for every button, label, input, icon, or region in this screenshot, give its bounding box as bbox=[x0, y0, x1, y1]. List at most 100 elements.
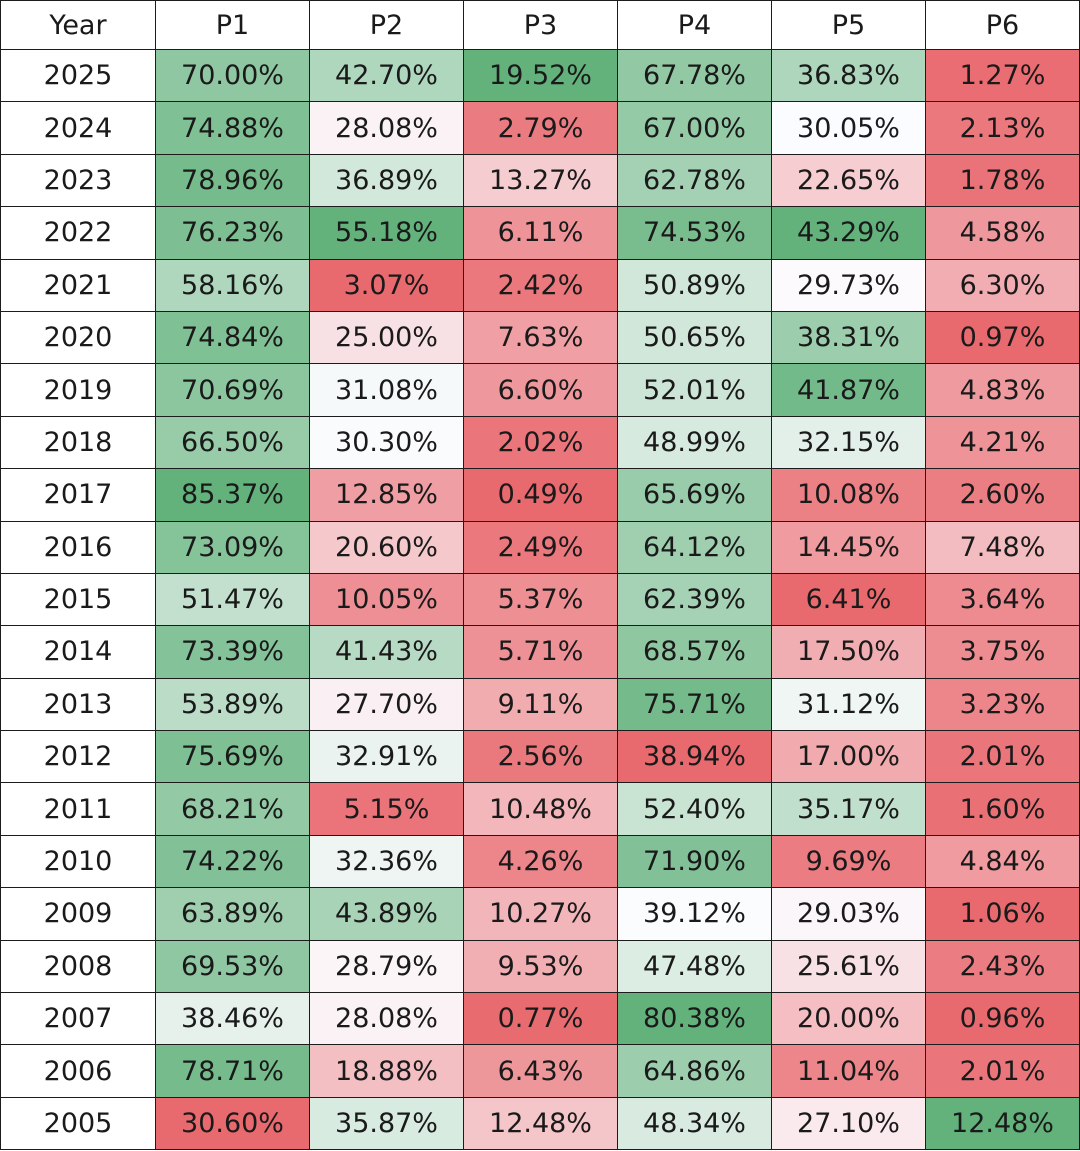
value-cell-p4: 48.34% bbox=[617, 1096, 772, 1151]
table-row: 2012 75.69% 32.91% 2.56% 38.94% 17.00% 2.01% bbox=[0, 730, 1080, 784]
value-cell-p2: 18.88% bbox=[309, 1044, 464, 1098]
value-cell-p2: 12.85% bbox=[309, 468, 464, 522]
year-cell: 2012 bbox=[0, 730, 156, 784]
table-row: 2016 73.09% 20.60% 2.49% 64.12% 14.45% 7.48% bbox=[0, 520, 1080, 574]
year-cell: 2006 bbox=[0, 1044, 156, 1098]
value-cell-p4: 80.38% bbox=[617, 992, 772, 1046]
value-cell-p4: 68.57% bbox=[617, 625, 772, 679]
value-cell-p3: 2.56% bbox=[463, 730, 618, 784]
value-cell-p2: 28.08% bbox=[309, 101, 464, 155]
year-cell: 2016 bbox=[0, 520, 156, 574]
value-cell-p5: 25.61% bbox=[771, 939, 926, 994]
value-cell-p1: 63.89% bbox=[155, 887, 310, 941]
value-cell-p2: 27.70% bbox=[309, 677, 464, 732]
value-cell-p1: 74.88% bbox=[155, 101, 310, 155]
table-row: 2006 78.71% 18.88% 6.43% 64.86% 11.04% 2.01% bbox=[0, 1044, 1080, 1098]
column-header-p4: P4 bbox=[617, 0, 772, 50]
value-cell-p5: 11.04% bbox=[771, 1044, 926, 1098]
value-cell-p1: 38.46% bbox=[155, 992, 310, 1046]
value-cell-p3: 10.27% bbox=[463, 887, 618, 941]
value-cell-p3: 0.77% bbox=[463, 992, 618, 1046]
table-row: 2024 74.88% 28.08% 2.79% 67.00% 30.05% 2.13% bbox=[0, 101, 1080, 155]
value-cell-p5: 31.12% bbox=[771, 677, 926, 732]
value-cell-p6: 2.13% bbox=[925, 101, 1080, 155]
value-cell-p6: 6.30% bbox=[925, 258, 1080, 312]
value-cell-p3: 6.60% bbox=[463, 363, 618, 417]
year-cell: 2009 bbox=[0, 887, 156, 941]
value-cell-p6: 0.96% bbox=[925, 992, 1080, 1046]
year-cell: 2011 bbox=[0, 782, 156, 836]
value-cell-p3: 10.48% bbox=[463, 782, 618, 836]
value-cell-p2: 25.00% bbox=[309, 310, 464, 365]
value-cell-p1: 78.71% bbox=[155, 1044, 310, 1098]
table-row: 2014 73.39% 41.43% 5.71% 68.57% 17.50% 3.75% bbox=[0, 625, 1080, 679]
table-row: 2007 38.46% 28.08% 0.77% 80.38% 20.00% 0.96% bbox=[0, 992, 1080, 1046]
value-cell-p4: 74.53% bbox=[617, 206, 772, 260]
table-row: 2018 66.50% 30.30% 2.02% 48.99% 32.15% 4.21% bbox=[0, 415, 1080, 470]
year-cell: 2024 bbox=[0, 101, 156, 155]
value-cell-p3: 19.52% bbox=[463, 48, 618, 103]
value-cell-p5: 9.69% bbox=[771, 834, 926, 889]
value-cell-p6: 3.64% bbox=[925, 572, 1080, 627]
year-cell: 2021 bbox=[0, 258, 156, 312]
value-cell-p1: 73.39% bbox=[155, 625, 310, 679]
value-cell-p4: 64.86% bbox=[617, 1044, 772, 1098]
value-cell-p5: 22.65% bbox=[771, 153, 926, 208]
table-row: 2017 85.37% 12.85% 0.49% 65.69% 10.08% 2.60% bbox=[0, 468, 1080, 522]
value-cell-p5: 41.87% bbox=[771, 363, 926, 417]
year-cell: 2005 bbox=[0, 1096, 156, 1151]
value-cell-p5: 14.45% bbox=[771, 520, 926, 574]
table-row: 2021 58.16% 3.07% 2.42% 50.89% 29.73% 6.30% bbox=[0, 258, 1080, 312]
value-cell-p4: 52.01% bbox=[617, 363, 772, 417]
year-cell: 2013 bbox=[0, 677, 156, 732]
value-cell-p1: 74.84% bbox=[155, 310, 310, 365]
value-cell-p2: 35.87% bbox=[309, 1096, 464, 1151]
value-cell-p6: 0.97% bbox=[925, 310, 1080, 365]
value-cell-p6: 2.43% bbox=[925, 939, 1080, 994]
table-body: 2025 70.00% 42.70% 19.52% 67.78% 36.83% 1.27% 2… bbox=[0, 48, 1080, 1151]
value-cell-p1: 68.21% bbox=[155, 782, 310, 836]
value-cell-p5: 35.17% bbox=[771, 782, 926, 836]
year-cell: 2022 bbox=[0, 206, 156, 260]
column-header-year: Year bbox=[0, 0, 156, 50]
value-cell-p5: 6.41% bbox=[771, 572, 926, 627]
value-cell-p3: 6.11% bbox=[463, 206, 618, 260]
value-cell-p6: 4.58% bbox=[925, 206, 1080, 260]
value-cell-p3: 5.71% bbox=[463, 625, 618, 679]
table-row: 2023 78.96% 36.89% 13.27% 62.78% 22.65% 1.78% bbox=[0, 153, 1080, 208]
value-cell-p5: 17.00% bbox=[771, 730, 926, 784]
value-cell-p3: 2.02% bbox=[463, 415, 618, 470]
value-cell-p6: 1.06% bbox=[925, 887, 1080, 941]
value-cell-p4: 64.12% bbox=[617, 520, 772, 574]
value-cell-p5: 17.50% bbox=[771, 625, 926, 679]
value-cell-p3: 6.43% bbox=[463, 1044, 618, 1098]
value-cell-p2: 31.08% bbox=[309, 363, 464, 417]
value-cell-p1: 70.00% bbox=[155, 48, 310, 103]
value-cell-p3: 13.27% bbox=[463, 153, 618, 208]
table-row: 2013 53.89% 27.70% 9.11% 75.71% 31.12% 3.23% bbox=[0, 677, 1080, 732]
value-cell-p2: 28.79% bbox=[309, 939, 464, 994]
table-row: 2020 74.84% 25.00% 7.63% 50.65% 38.31% 0.97% bbox=[0, 310, 1080, 365]
value-cell-p4: 71.90% bbox=[617, 834, 772, 889]
value-cell-p1: 58.16% bbox=[155, 258, 310, 312]
value-cell-p1: 51.47% bbox=[155, 572, 310, 627]
value-cell-p2: 10.05% bbox=[309, 572, 464, 627]
value-cell-p4: 47.48% bbox=[617, 939, 772, 994]
value-cell-p6: 2.01% bbox=[925, 1044, 1080, 1098]
table-row: 2025 70.00% 42.70% 19.52% 67.78% 36.83% 1.27% bbox=[0, 48, 1080, 103]
value-cell-p1: 73.09% bbox=[155, 520, 310, 574]
value-cell-p6: 7.48% bbox=[925, 520, 1080, 574]
value-cell-p5: 29.73% bbox=[771, 258, 926, 312]
value-cell-p6: 4.21% bbox=[925, 415, 1080, 470]
year-cell: 2014 bbox=[0, 625, 156, 679]
value-cell-p2: 20.60% bbox=[309, 520, 464, 574]
column-header-p5: P5 bbox=[771, 0, 926, 50]
year-cell: 2017 bbox=[0, 468, 156, 522]
value-cell-p4: 67.78% bbox=[617, 48, 772, 103]
value-cell-p6: 3.23% bbox=[925, 677, 1080, 732]
value-cell-p6: 12.48% bbox=[925, 1096, 1080, 1151]
value-cell-p2: 32.91% bbox=[309, 730, 464, 784]
value-cell-p5: 10.08% bbox=[771, 468, 926, 522]
value-cell-p5: 43.29% bbox=[771, 206, 926, 260]
column-header-p6: P6 bbox=[925, 0, 1080, 50]
